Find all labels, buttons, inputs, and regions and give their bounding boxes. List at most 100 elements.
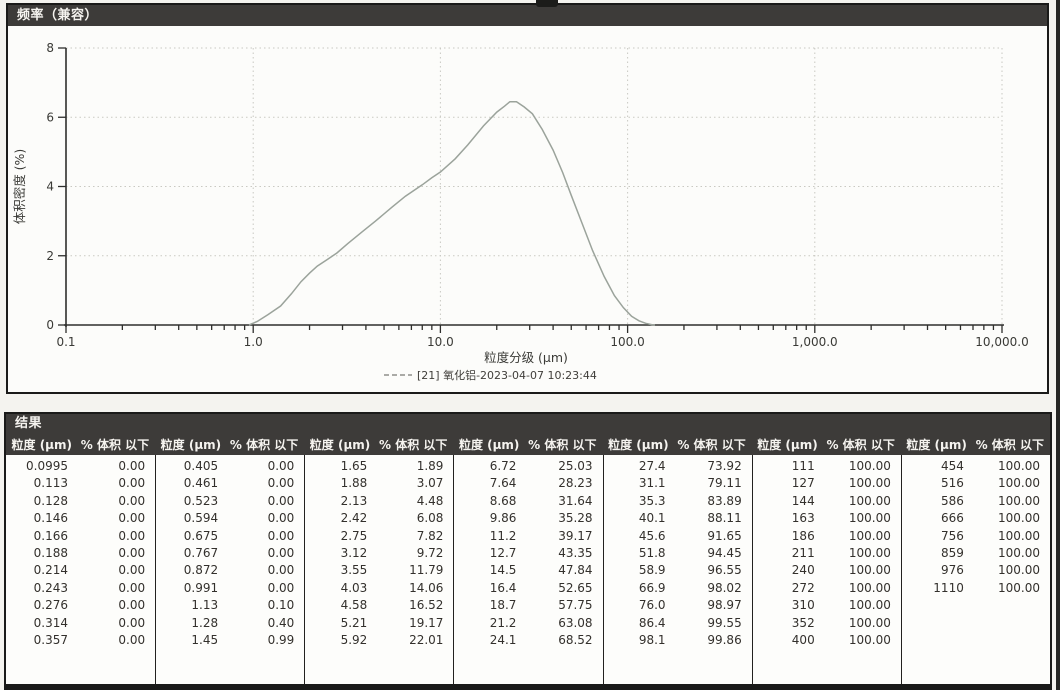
pct-value: 100.00 (997, 563, 1040, 578)
table-row: 400 100.00 (753, 632, 901, 649)
frequency-chart: 0 2 4 6 8 0.1 1.0 10.0 100.0 1,000.0 10,000.0 体积密度 … (8, 26, 1047, 392)
pct-value: 4.48 (416, 493, 444, 508)
pct-value: 0.00 (267, 545, 295, 560)
table-row: 0.357 0.00 (6, 632, 155, 649)
pct-value: 0.00 (267, 511, 295, 526)
pct-value: 0.00 (118, 615, 146, 630)
table-row: 27.4 73.92 (604, 458, 752, 475)
pct-value: 0.00 (118, 580, 146, 595)
pct-value: 0.00 (118, 459, 146, 473)
pct-column-header: % 体积 以下 (826, 438, 895, 452)
size-value: 7.64 (489, 476, 517, 491)
pct-value: 100.00 (848, 545, 891, 560)
table-row: 45.6 91.65 (604, 528, 752, 545)
x-tick-label: 0.1 (56, 335, 75, 349)
size-value: 310 (791, 598, 815, 613)
pct-value: 35.28 (558, 511, 593, 526)
results-column-group: 111 100.00 127 100.00 144 100.00 163 100.00 186 1… (751, 455, 901, 684)
size-value: 0.991 (183, 580, 219, 595)
pct-value: 47.84 (558, 563, 593, 578)
pct-value: 63.08 (558, 615, 593, 630)
y-axis-title: 体积密度 (%) (12, 149, 27, 225)
size-value: 1.45 (191, 632, 219, 647)
size-value: 31.1 (638, 476, 666, 491)
size-value: 1.88 (340, 476, 368, 491)
table-row: 127 100.00 (753, 475, 901, 492)
results-panel-title: 结果 (15, 416, 43, 431)
table-row: 756 100.00 (902, 528, 1050, 545)
pct-value: 99.86 (707, 632, 742, 647)
size-value: 0.461 (183, 476, 219, 491)
column-group-header: 粒度 (µm) % 体积 以下 (155, 434, 304, 455)
pct-value: 25.03 (558, 459, 593, 473)
results-column-headers: 粒度 (µm)% 体积 以下 粒度 (µm)% 体积 以下 粒度 (µm)% 体积 … (6, 434, 1050, 455)
pct-value: 0.00 (118, 563, 146, 578)
size-value: 756 (940, 528, 964, 543)
pct-value: 100.00 (848, 528, 891, 543)
table-row: 8.68 31.64 (454, 493, 602, 510)
pct-value: 100.00 (997, 545, 1040, 560)
pct-value: 100.00 (848, 598, 891, 613)
table-row: 240 100.00 (753, 562, 901, 579)
column-group-header: 粒度 (µm) % 体积 以下 (752, 434, 901, 455)
size-value: 111 (791, 459, 815, 473)
size-value: 400 (791, 632, 815, 647)
pct-value: 91.65 (707, 528, 742, 543)
table-row: 0.523 0.00 (156, 493, 304, 510)
size-value: 3.12 (340, 545, 368, 560)
table-row: 0.214 0.00 (6, 562, 155, 579)
pct-value: 11.79 (409, 563, 444, 578)
table-row (902, 615, 1050, 632)
table-row: 1.45 0.99 (156, 632, 304, 649)
table-row: 1.65 1.89 (305, 458, 453, 475)
table-row: 144 100.00 (753, 493, 901, 510)
pct-value: 100.00 (997, 528, 1040, 543)
size-value: 16.4 (489, 580, 517, 595)
table-row: 0.113 0.00 (6, 475, 155, 492)
size-value: 51.8 (638, 545, 666, 560)
pct-value: 88.11 (707, 511, 742, 526)
pct-value: 94.45 (707, 545, 742, 560)
pct-value: 0.00 (267, 563, 295, 578)
table-row: 12.7 43.35 (454, 545, 602, 562)
table-row: 4.58 16.52 (305, 597, 453, 614)
y-tick-label: 6 (46, 110, 54, 124)
size-value: 163 (791, 511, 815, 526)
size-value: 98.1 (638, 632, 666, 647)
table-row: 14.5 47.84 (454, 562, 602, 579)
size-column-header: 粒度 (µm) (160, 438, 222, 452)
table-row: 5.21 19.17 (305, 615, 453, 632)
table-row: 272 100.00 (753, 580, 901, 597)
pct-column-header: % 体积 以下 (379, 438, 448, 452)
size-value: 211 (791, 545, 815, 560)
pct-value: 73.92 (707, 459, 742, 473)
pct-value: 98.02 (707, 580, 742, 595)
results-column-group: 454 100.00 516 100.00 586 100.00 666 100.00 756 1… (900, 455, 1050, 684)
size-value: 76.0 (638, 598, 666, 613)
pct-value: 100.00 (848, 459, 891, 473)
table-row: 0.276 0.00 (6, 597, 155, 614)
results-table-body: 0.0995 0.00 0.113 0.00 0.128 0.00 0.146 0.00 0.1… (6, 455, 1050, 684)
table-row: 0.0995 0.00 (6, 458, 155, 475)
size-value: 0.276 (33, 598, 68, 613)
size-value: 14.5 (489, 563, 517, 578)
x-tick-label: 1.0 (244, 335, 263, 349)
size-column-header: 粒度 (µm) (608, 438, 669, 452)
size-value: 2.75 (340, 528, 368, 543)
size-value: 0.166 (33, 528, 68, 543)
size-value: 4.03 (340, 580, 368, 595)
table-row: 35.3 83.89 (604, 493, 752, 510)
pct-value: 0.00 (118, 632, 146, 647)
size-value: 976 (940, 563, 964, 578)
pct-value: 0.00 (267, 493, 295, 508)
pct-value: 43.35 (558, 545, 593, 560)
size-value: 0.188 (33, 545, 68, 560)
size-value: 66.9 (638, 580, 666, 595)
table-row: 1.88 3.07 (305, 475, 453, 492)
pct-value: 0.00 (118, 598, 146, 613)
pct-value: 0.00 (267, 476, 295, 491)
pct-value: 28.23 (558, 476, 593, 491)
size-value: 272 (791, 580, 815, 595)
size-value: 12.7 (489, 545, 517, 560)
pct-value: 52.65 (558, 580, 593, 595)
